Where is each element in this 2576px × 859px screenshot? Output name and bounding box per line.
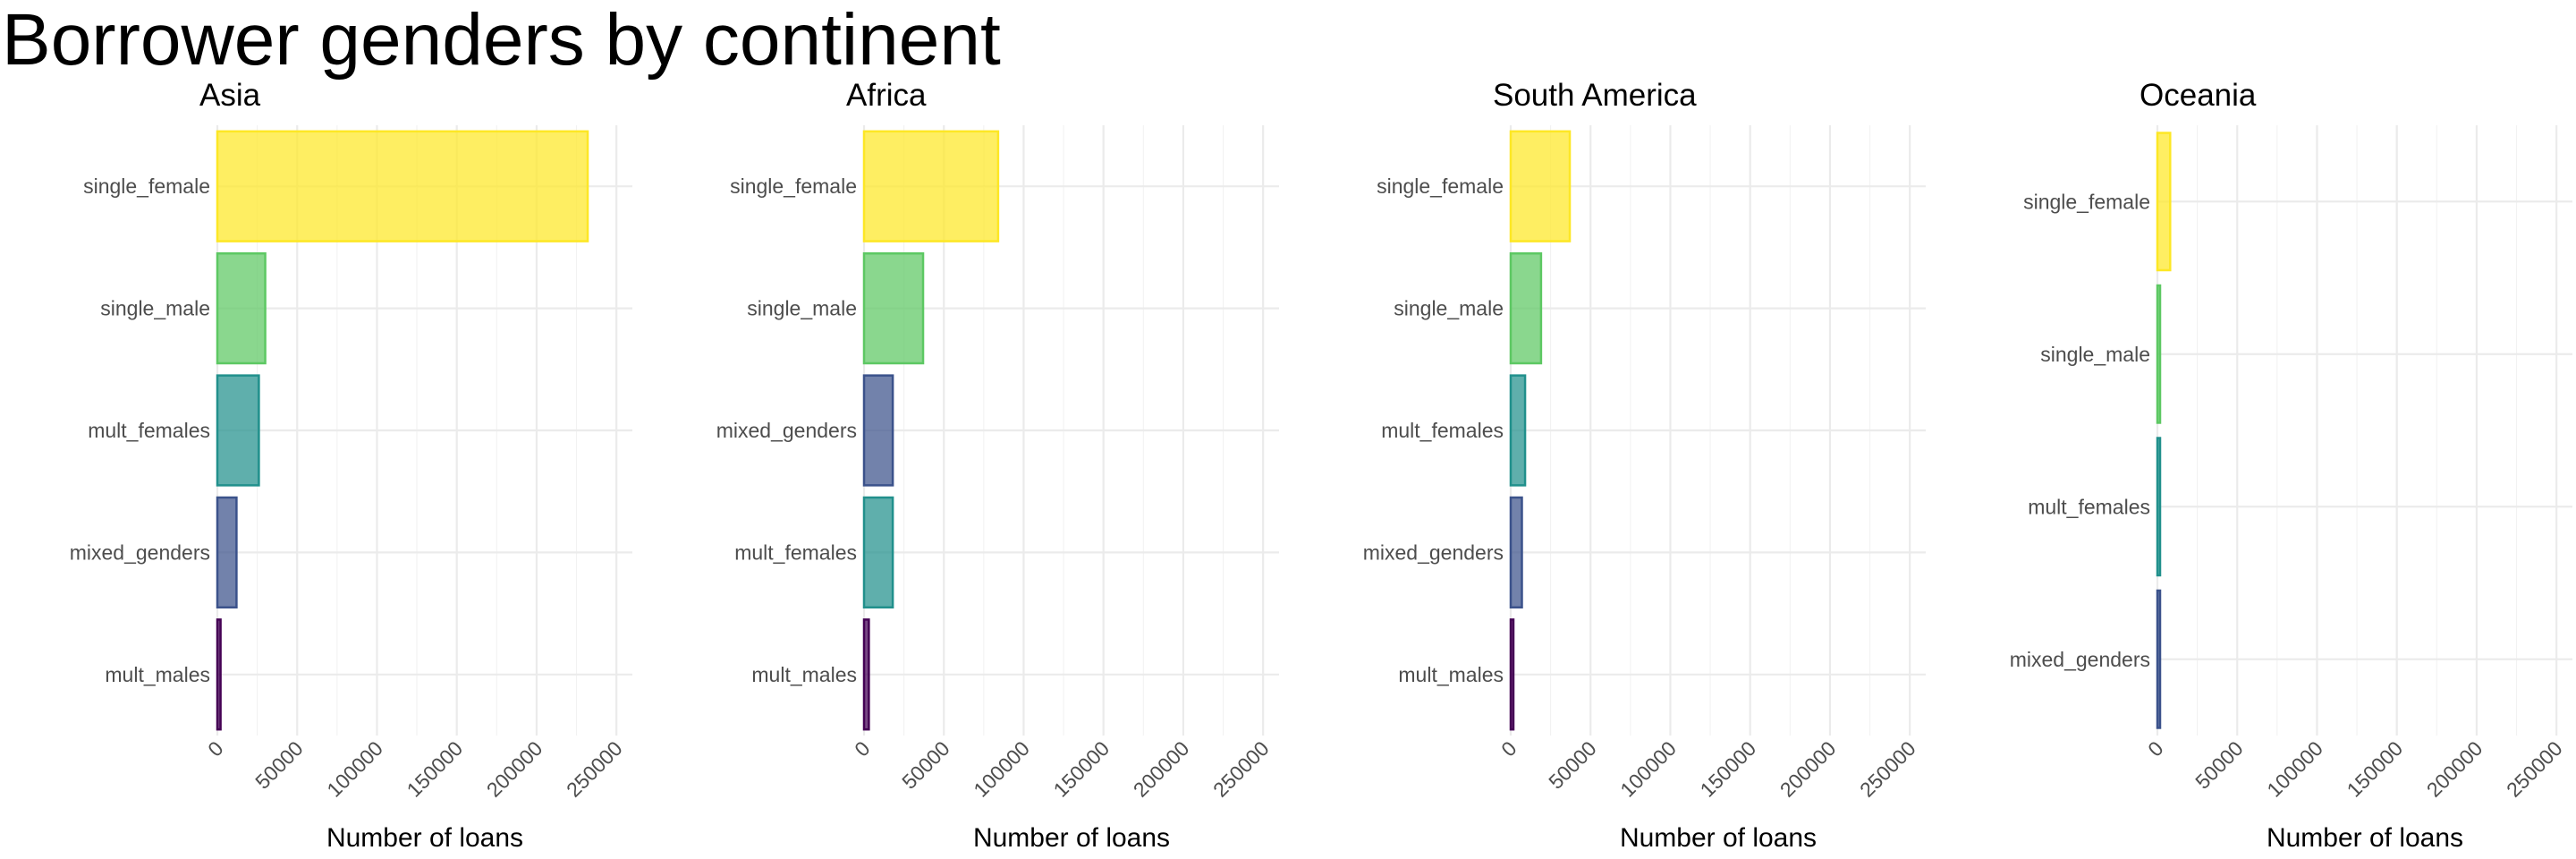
bar-single-male bbox=[216, 251, 267, 365]
facet-title: Asia bbox=[199, 78, 261, 113]
category-label: mixed_genders bbox=[2010, 648, 2150, 671]
category-label: mult_females bbox=[734, 540, 857, 564]
facet-asia: Asia single_female single_male mult_females… bbox=[70, 78, 632, 853]
x-tick-label: 0 bbox=[850, 736, 874, 761]
category-label: single_female bbox=[1377, 174, 1504, 198]
category-label: single_female bbox=[2023, 190, 2150, 213]
x-tick-label: 100000 bbox=[969, 736, 1034, 802]
bar-mult-males bbox=[862, 618, 870, 731]
category-label: single_male bbox=[2040, 343, 2150, 366]
category-label: mixed_genders bbox=[716, 419, 857, 442]
bar-single-female bbox=[862, 130, 1000, 242]
facet-title: Africa bbox=[846, 78, 927, 113]
bar-single-female bbox=[1509, 130, 1572, 242]
x-tick-label: 250000 bbox=[2502, 736, 2567, 802]
category-label: single_male bbox=[747, 297, 857, 320]
x-tick-label: 200000 bbox=[482, 736, 547, 802]
category-label: mixed_genders bbox=[1363, 540, 1504, 564]
bar-single-male bbox=[862, 251, 925, 365]
facet-africa: Africa single_female single_male mixed_gend… bbox=[716, 78, 1279, 853]
x-tick-label: 200000 bbox=[1775, 736, 1841, 802]
category-label: single_male bbox=[100, 297, 210, 320]
x-tick-label: 100000 bbox=[2262, 736, 2327, 802]
bar-single-female bbox=[2156, 132, 2172, 272]
x-tick-label: 50000 bbox=[897, 736, 954, 794]
bar-single-male bbox=[2156, 284, 2162, 424]
x-axis-title: Number of loans bbox=[326, 823, 523, 853]
x-tick-label: 250000 bbox=[1855, 736, 1920, 802]
x-tick-label: 150000 bbox=[2343, 736, 2408, 802]
category-label: mixed_genders bbox=[70, 540, 210, 564]
x-axis-title: Number of loans bbox=[1620, 823, 1817, 853]
bar-single-male bbox=[1509, 251, 1543, 365]
page-title: Borrower genders by continent bbox=[2, 0, 1001, 81]
x-tick-label: 50000 bbox=[2190, 736, 2248, 794]
bar-mixed-genders bbox=[2156, 589, 2162, 729]
x-tick-label: 100000 bbox=[1615, 736, 1681, 802]
x-tick-label: 200000 bbox=[2422, 736, 2487, 802]
bar-mixed-genders bbox=[862, 374, 894, 487]
facet-south-america: South America single_female single_malemul… bbox=[1363, 78, 1926, 853]
x-tick-label: 0 bbox=[2143, 736, 2167, 761]
facet-oceania: Oceania single_female single_male mult_fema… bbox=[2010, 78, 2572, 853]
bar-mult-females bbox=[862, 496, 894, 609]
facet-title: South America bbox=[1493, 78, 1697, 113]
x-tick-label: 100000 bbox=[322, 736, 387, 802]
x-tick-label: 50000 bbox=[250, 736, 308, 794]
x-axis-title: Number of loans bbox=[973, 823, 1170, 853]
bar-mixed-genders bbox=[1509, 496, 1523, 609]
bar-mult-females bbox=[1509, 374, 1527, 487]
bar-single-female bbox=[216, 130, 589, 242]
bar-mult-females bbox=[216, 374, 260, 487]
x-tick-label: 250000 bbox=[562, 736, 627, 802]
x-tick-label: 250000 bbox=[1208, 736, 1274, 802]
bar-mult-females bbox=[2156, 437, 2162, 577]
category-label: mult_females bbox=[1381, 419, 1504, 442]
category-label: mult_females bbox=[2028, 495, 2150, 518]
category-label: single_female bbox=[730, 174, 857, 198]
x-tick-label: 200000 bbox=[1129, 736, 1194, 802]
category-label: mult_females bbox=[88, 419, 210, 442]
x-tick-label: 150000 bbox=[402, 736, 468, 802]
x-axis-title: Number of loans bbox=[2267, 823, 2463, 853]
category-label: mult_males bbox=[105, 663, 210, 686]
facet-title: Oceania bbox=[2140, 78, 2257, 113]
bar-mult-males bbox=[216, 618, 222, 731]
category-label: mult_males bbox=[751, 663, 857, 686]
x-tick-label: 0 bbox=[203, 736, 227, 761]
category-label: single_female bbox=[83, 174, 210, 198]
x-tick-label: 150000 bbox=[1696, 736, 1761, 802]
category-label: mult_males bbox=[1398, 663, 1504, 686]
bar-mult-males bbox=[1509, 618, 1515, 731]
x-tick-label: 150000 bbox=[1049, 736, 1114, 802]
category-label: single_male bbox=[1394, 297, 1504, 320]
x-tick-label: 50000 bbox=[1544, 736, 1601, 794]
x-tick-label: 0 bbox=[1496, 736, 1521, 761]
bar-mixed-genders bbox=[216, 496, 238, 609]
